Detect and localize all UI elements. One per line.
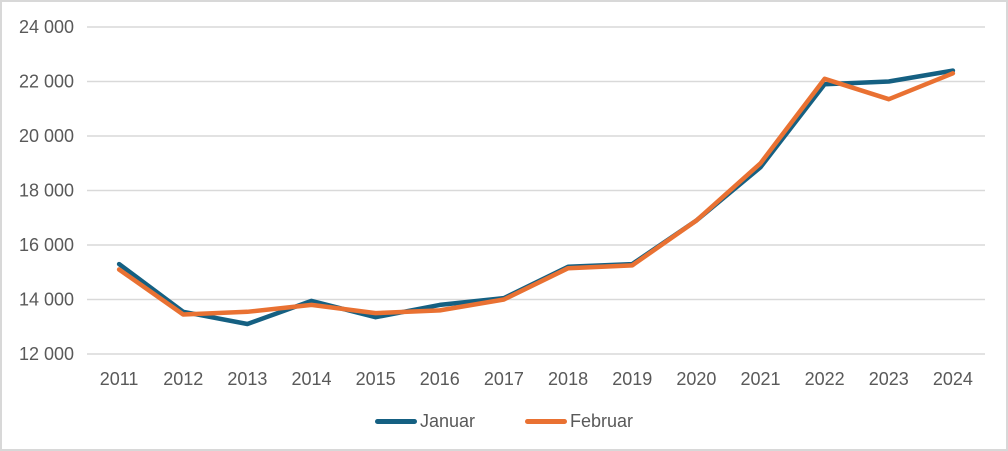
y-tick-label: 20 000 [19,126,74,146]
x-tick-label: 2014 [291,369,331,389]
legend-marker-icon [374,418,417,424]
y-tick-label: 16 000 [19,235,74,255]
legend-item-januar[interactable]: Januar [374,411,475,431]
y-tick-label: 24 000 [19,17,74,37]
y-tick-label: 18 000 [19,181,74,201]
legend-item-februar[interactable]: Februar [525,412,633,430]
x-tick-label: 2016 [420,369,460,389]
x-tick-label: 2023 [869,369,909,389]
x-tick-label: 2018 [548,369,588,389]
x-tick-label: 2022 [805,369,845,389]
x-tick-label: 2013 [227,369,267,389]
y-tick-label: 22 000 [19,72,74,92]
series-line-februar [116,71,956,317]
chart-legend: Januar Februar [2,405,1006,437]
x-tick-label: 2015 [356,369,396,389]
legend-marker-icon [525,418,567,424]
x-tick-label: 2019 [612,369,652,389]
legend-label: Januar [419,411,475,431]
x-tick-label: 2011 [100,369,139,389]
x-tick-label: 2020 [676,369,716,389]
x-tick-label: 2017 [484,369,524,389]
legend-label: Februar [570,411,634,431]
x-tick-label: 2024 [933,369,973,389]
x-tick-label: 2012 [163,369,203,389]
y-tick-label: 12 000 [19,344,74,364]
x-tick-label: 2021 [740,369,780,389]
y-tick-label: 14 000 [19,290,74,310]
